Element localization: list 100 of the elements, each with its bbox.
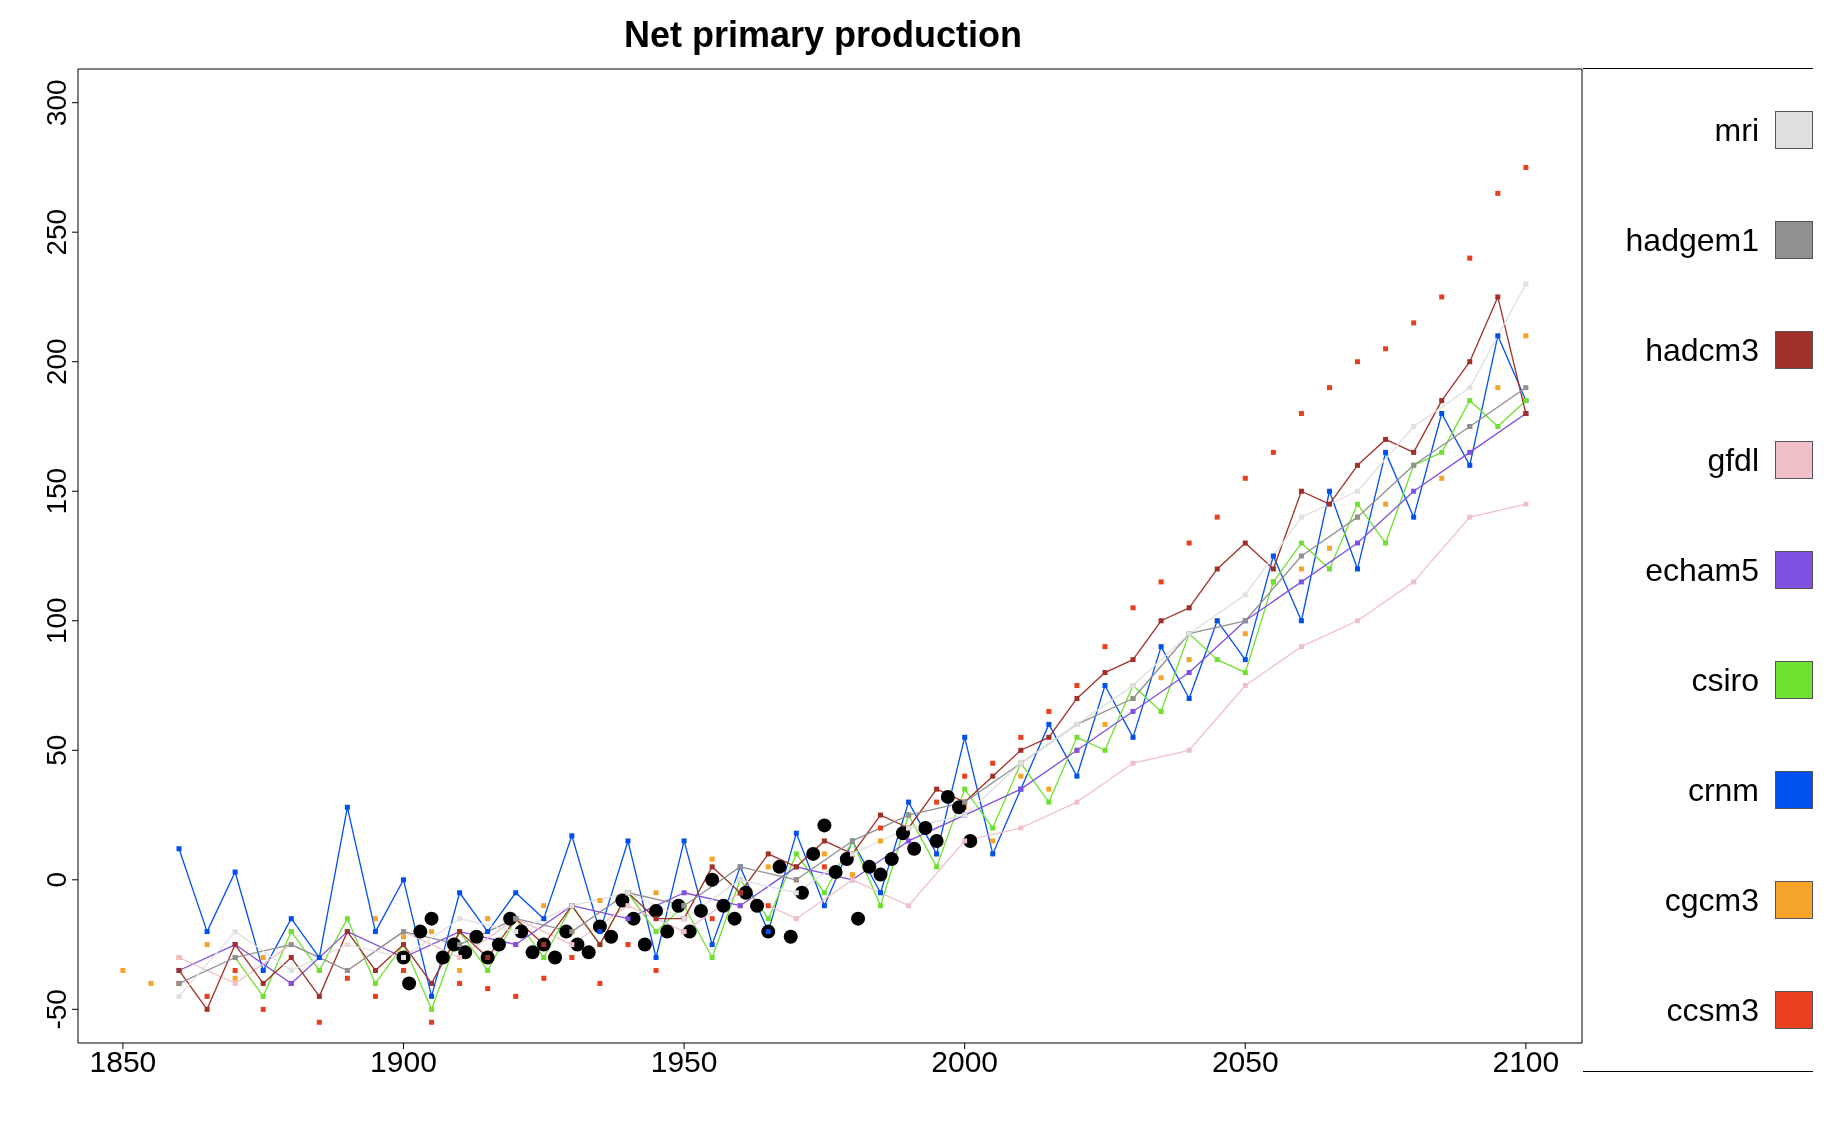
point <box>653 929 659 935</box>
point <box>457 890 463 896</box>
point <box>204 929 210 935</box>
point <box>457 916 463 922</box>
point <box>1018 747 1024 753</box>
point <box>1242 670 1248 676</box>
point <box>1355 540 1361 546</box>
legend-label: ccsm3 <box>1666 991 1759 1029</box>
x-tick-label: 2050 <box>1211 1045 1279 1079</box>
point <box>1046 721 1052 727</box>
point <box>1242 540 1248 546</box>
point <box>878 838 884 844</box>
point <box>120 967 126 973</box>
point <box>485 986 491 992</box>
y-tick-label: 0 <box>41 872 72 888</box>
point <box>1018 734 1024 740</box>
point <box>817 818 832 833</box>
x-tick-label: 1950 <box>650 1045 718 1079</box>
point <box>232 869 238 875</box>
point <box>597 980 603 986</box>
point <box>806 846 821 861</box>
point <box>485 916 491 922</box>
y-tick-label: 200 <box>41 338 72 386</box>
point <box>344 804 350 810</box>
point <box>260 980 266 986</box>
point <box>878 903 884 909</box>
point <box>541 916 547 922</box>
point <box>232 929 238 935</box>
x-tick-label: 2000 <box>931 1045 999 1079</box>
point <box>541 975 547 981</box>
point <box>962 773 968 779</box>
point <box>260 993 266 999</box>
point <box>1158 675 1164 681</box>
point <box>429 1019 435 1025</box>
point <box>288 967 294 973</box>
point <box>681 838 687 844</box>
point <box>1298 579 1304 585</box>
point <box>934 786 940 792</box>
point <box>232 967 238 973</box>
point <box>1046 734 1052 740</box>
point <box>653 916 659 922</box>
point <box>906 838 912 844</box>
point <box>918 821 933 835</box>
legend-label: mri <box>1714 111 1759 149</box>
point <box>1242 631 1248 637</box>
point <box>485 967 491 973</box>
point <box>232 975 238 981</box>
point <box>1467 462 1473 468</box>
point <box>1242 475 1248 481</box>
point <box>1074 773 1080 779</box>
chart-title: Net primary production <box>622 14 1023 56</box>
point <box>765 903 771 909</box>
point <box>653 890 659 896</box>
point <box>1495 423 1501 429</box>
point <box>906 903 912 909</box>
point <box>344 916 350 922</box>
point <box>1158 579 1164 585</box>
point <box>458 945 473 960</box>
point <box>1439 398 1445 404</box>
point <box>1130 734 1136 740</box>
y-tick-label: 250 <box>41 208 72 256</box>
point <box>1130 708 1136 714</box>
point <box>873 867 888 882</box>
point <box>1326 566 1332 572</box>
point <box>1186 657 1192 663</box>
point <box>316 955 322 961</box>
point <box>709 955 715 961</box>
point <box>1383 501 1389 507</box>
point <box>884 852 899 867</box>
point <box>429 1006 435 1012</box>
point <box>1298 514 1304 520</box>
point <box>1214 657 1220 663</box>
point <box>581 945 596 960</box>
point <box>907 841 922 856</box>
point <box>569 942 575 948</box>
point <box>934 864 940 870</box>
point <box>1411 579 1417 585</box>
point <box>513 929 519 935</box>
point <box>413 924 428 939</box>
point <box>402 976 417 991</box>
point <box>1467 255 1473 261</box>
point <box>1074 683 1080 689</box>
point <box>1467 385 1473 391</box>
legend-label: echam5 <box>1645 551 1759 589</box>
point <box>1158 644 1164 650</box>
point <box>1439 411 1445 417</box>
point <box>653 955 659 961</box>
point <box>1074 734 1080 740</box>
point <box>1186 670 1192 676</box>
point <box>457 942 463 948</box>
point <box>1495 190 1501 196</box>
point <box>429 929 435 935</box>
point <box>906 799 912 805</box>
point <box>1102 747 1108 753</box>
x-tick-label: 1850 <box>89 1045 157 1079</box>
point <box>372 980 378 986</box>
point <box>878 812 884 818</box>
point <box>1158 708 1164 714</box>
point <box>1158 618 1164 624</box>
point <box>1214 514 1220 520</box>
